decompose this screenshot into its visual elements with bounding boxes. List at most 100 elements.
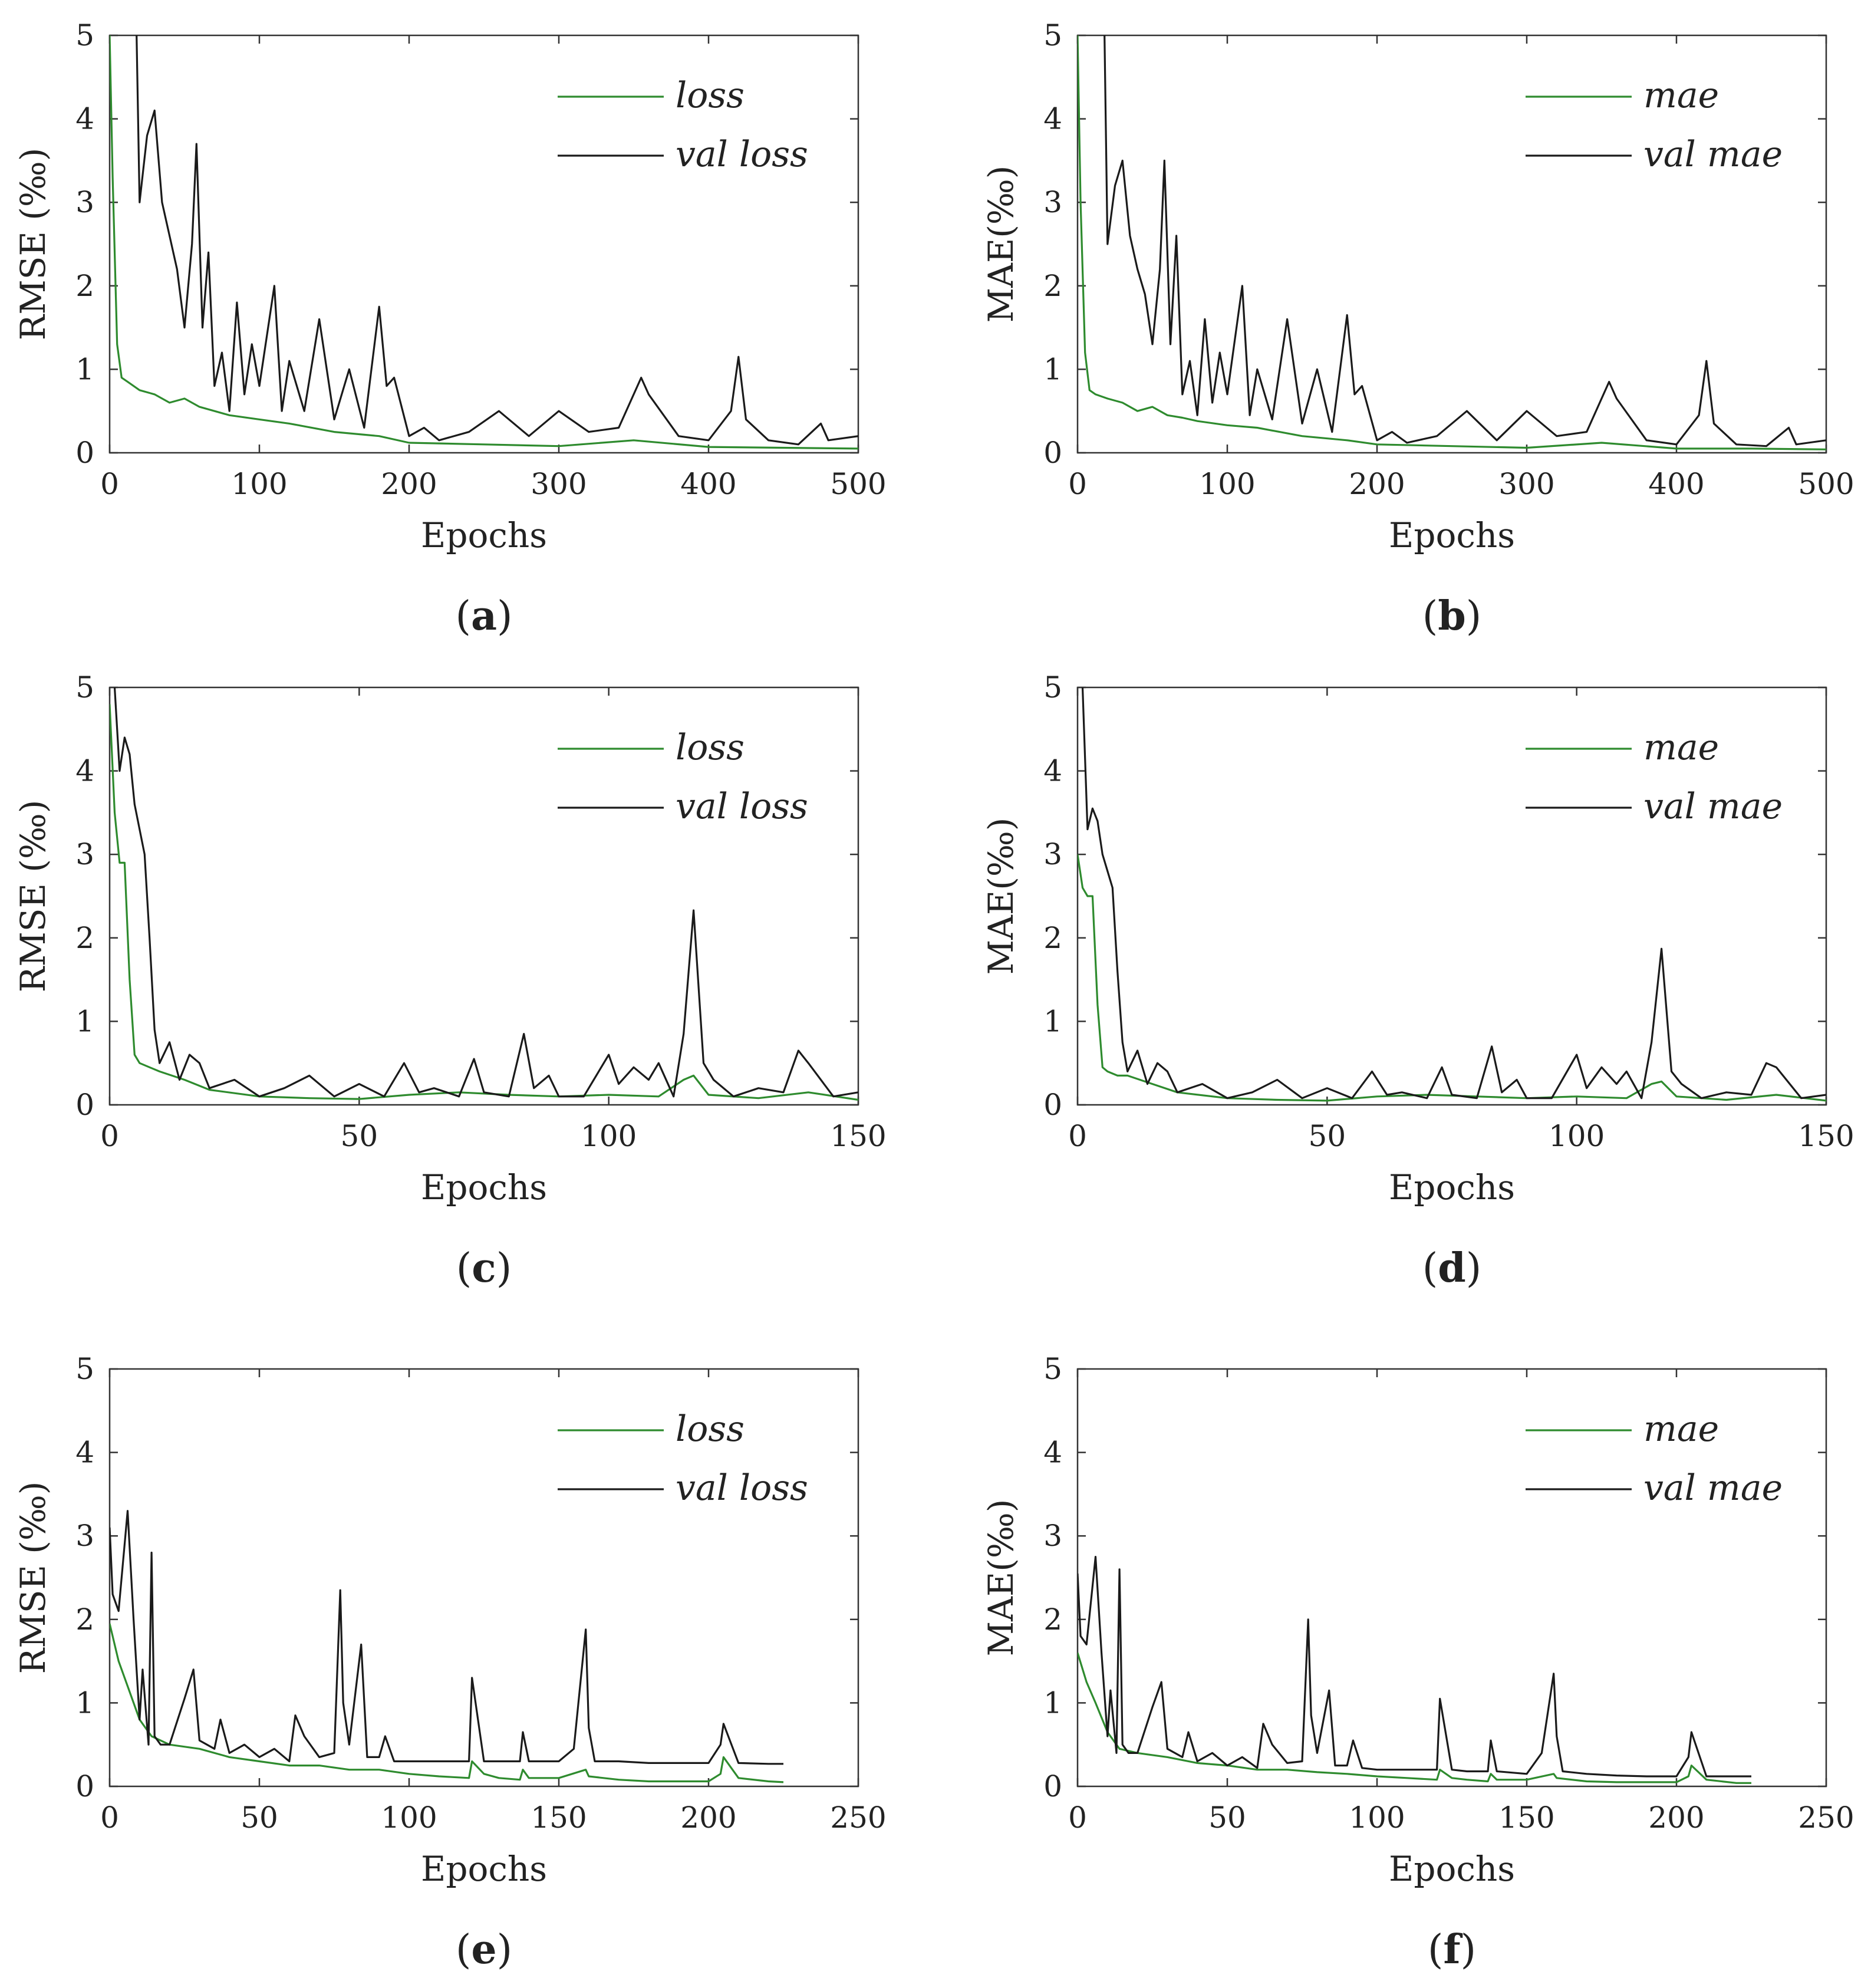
series-line-val-mae xyxy=(1081,687,1826,1100)
x-tick-label: 0 xyxy=(100,1119,119,1153)
x-tick-label: 500 xyxy=(830,467,886,501)
x-tick-label: 300 xyxy=(1498,467,1554,501)
y-tick-label: 2 xyxy=(1043,269,1062,303)
y-tick-label: 1 xyxy=(75,1686,94,1720)
y-axis-label: RMSE (‰) xyxy=(13,800,53,993)
series-line-mae xyxy=(1078,1652,1751,1784)
y-tick-label: 3 xyxy=(1043,185,1062,219)
legend-entry-loss: loss xyxy=(676,1408,745,1450)
x-tick-label: 200 xyxy=(1648,1801,1704,1835)
y-tick-label: 4 xyxy=(1043,102,1062,136)
x-tick-label: 100 xyxy=(581,1119,637,1153)
legend-entry-val-mae: val mae xyxy=(1643,134,1783,175)
chart-panel-c: 0 50 100 150 0 1 2 3 4 5 loss val loss Epochs RMSE (‰… xyxy=(13,670,887,1292)
x-axis-label: Epochs xyxy=(421,1167,547,1207)
series-line-val-loss xyxy=(113,687,858,1098)
y-tick-label: 1 xyxy=(1043,1686,1062,1720)
x-tick-label: 300 xyxy=(531,467,587,501)
plot-frame xyxy=(1076,34,1827,454)
y-tick-label: 1 xyxy=(1043,352,1062,386)
x-tick-label: 400 xyxy=(1648,467,1704,501)
y-tick-label: 5 xyxy=(1043,18,1062,52)
panel-caption: (a) xyxy=(455,593,512,640)
x-tick-label: 0 xyxy=(1068,1801,1087,1835)
x-axis-label: Epochs xyxy=(1389,515,1515,555)
y-tick-label: 5 xyxy=(1043,670,1062,705)
panel-caption: (b) xyxy=(1422,593,1482,640)
legend-entry-mae: mae xyxy=(1643,75,1719,116)
y-tick-label: 1 xyxy=(75,1004,94,1038)
x-axis-label: Epochs xyxy=(421,1849,547,1889)
y-tick-label: 2 xyxy=(1043,1602,1062,1637)
x-tick-label: 250 xyxy=(830,1801,886,1835)
x-tick-label: 200 xyxy=(381,467,437,501)
legend-entry-val-mae: val mae xyxy=(1643,786,1783,827)
series-line-loss xyxy=(110,704,858,1101)
y-tick-label: 3 xyxy=(75,837,94,871)
x-tick-label: 0 xyxy=(100,467,119,501)
series-line-loss xyxy=(110,1623,784,1783)
x-tick-label: 100 xyxy=(231,467,287,501)
chart-panel-b: 0 100 200 300 400 500 0 1 2 3 4 5 mae val mae Epochs MA… xyxy=(981,18,1854,640)
y-tick-label: 5 xyxy=(75,670,94,705)
x-tick-label: 100 xyxy=(1549,1119,1605,1153)
legend-entry-val-loss: val loss xyxy=(676,786,808,827)
x-tick-label: 250 xyxy=(1798,1801,1854,1835)
x-tick-label: 0 xyxy=(100,1801,119,1835)
plot-frame xyxy=(1076,686,1827,1106)
y-tick-label: 4 xyxy=(75,1436,94,1470)
x-tick-label: 200 xyxy=(680,1801,736,1835)
y-tick-label: 0 xyxy=(1043,1088,1062,1122)
series-line-loss xyxy=(110,35,858,450)
panel-caption: (c) xyxy=(456,1245,512,1292)
y-tick-label: 3 xyxy=(1043,837,1062,871)
y-axis-label: MAE(‰) xyxy=(981,166,1021,323)
plot-frame xyxy=(108,1368,859,1788)
y-tick-label: 3 xyxy=(75,185,94,219)
y-tick-label: 1 xyxy=(1043,1004,1062,1038)
series-line-val-mae xyxy=(1078,1556,1751,1778)
series-line-val-loss xyxy=(110,1510,783,1765)
y-axis-label: MAE(‰) xyxy=(981,818,1021,975)
y-tick-label: 4 xyxy=(1043,1436,1062,1470)
y-tick-label: 3 xyxy=(1043,1519,1062,1553)
x-tick-label: 100 xyxy=(381,1801,437,1835)
series-line-mae xyxy=(1078,854,1826,1102)
y-tick-label: 4 xyxy=(75,102,94,136)
y-tick-label: 5 xyxy=(75,1352,94,1386)
x-tick-label: 50 xyxy=(1208,1801,1246,1835)
legend-entry-val-loss: val loss xyxy=(676,134,808,175)
y-tick-label: 0 xyxy=(1043,436,1062,470)
x-axis-label: Epochs xyxy=(1389,1167,1515,1207)
y-tick-label: 0 xyxy=(75,1769,94,1803)
y-tick-label: 2 xyxy=(1043,921,1062,955)
x-tick-label: 150 xyxy=(531,1801,587,1835)
y-axis-label: MAE(‰) xyxy=(981,1499,1021,1657)
x-tick-label: 0 xyxy=(1068,1119,1087,1153)
y-tick-label: 4 xyxy=(75,754,94,788)
x-tick-label: 100 xyxy=(1199,467,1255,501)
x-tick-label: 50 xyxy=(1309,1119,1346,1153)
y-tick-label: 5 xyxy=(1043,1352,1062,1386)
x-axis-label: Epochs xyxy=(421,515,547,555)
x-tick-label: 150 xyxy=(1798,1119,1854,1153)
x-tick-label: 50 xyxy=(341,1119,378,1153)
y-tick-label: 0 xyxy=(75,1088,94,1122)
y-tick-label: 2 xyxy=(75,921,94,955)
y-tick-label: 1 xyxy=(75,352,94,386)
y-tick-label: 0 xyxy=(1043,1769,1062,1803)
panel-caption: (e) xyxy=(456,1926,512,1973)
legend-entry-val-mae: val mae xyxy=(1643,1467,1783,1509)
x-tick-label: 50 xyxy=(241,1801,278,1835)
series-line-val-loss xyxy=(136,35,858,446)
legend-entry-mae: mae xyxy=(1643,727,1719,768)
x-tick-label: 150 xyxy=(1498,1801,1554,1835)
y-axis-label: RMSE (‰) xyxy=(13,148,53,341)
x-tick-label: 200 xyxy=(1349,467,1405,501)
y-axis-label: RMSE (‰) xyxy=(13,1482,53,1674)
y-tick-label: 0 xyxy=(75,436,94,470)
y-tick-label: 3 xyxy=(75,1519,94,1553)
plot-frame xyxy=(108,34,859,454)
chart-panel-a: 0 100 200 300 400 500 0 1 2 3 4 5 loss val loss Epochs… xyxy=(13,18,887,640)
